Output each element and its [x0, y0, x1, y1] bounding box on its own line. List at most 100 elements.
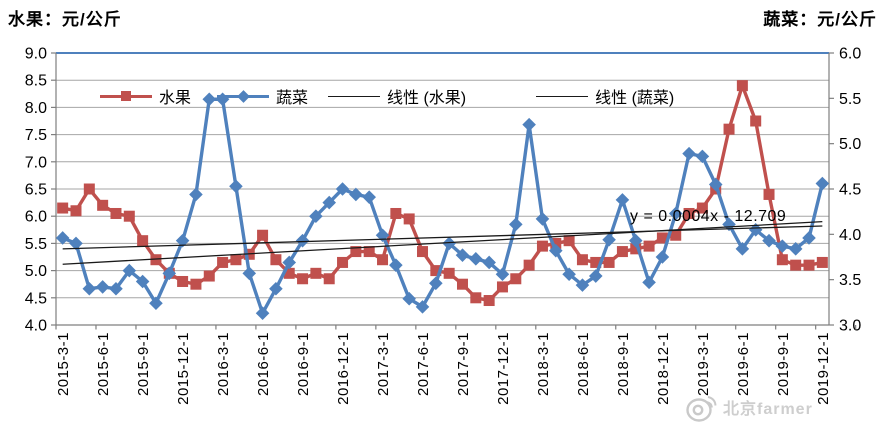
fruit-marker	[803, 259, 815, 271]
legend-item-veg: 蔬菜	[217, 84, 308, 108]
fruit-marker	[776, 254, 788, 266]
legend-label-trend-veg: 线性 (蔬菜)	[595, 90, 675, 107]
veg-series-swatch	[217, 89, 270, 103]
veg-marker	[562, 267, 576, 282]
x-tick-label: 2017-3-1	[375, 332, 392, 396]
right-tick-label: 3.0	[839, 318, 861, 335]
fruit-marker	[643, 240, 655, 252]
veg-marker	[695, 149, 710, 164]
veg-marker	[55, 231, 70, 245]
veg-marker	[189, 187, 203, 202]
veg-marker	[149, 296, 163, 311]
left-tick-label: 8.0	[25, 100, 47, 117]
legend: 水果 蔬菜 线性 (水果) 线性 (蔬菜)	[100, 84, 674, 108]
fruit-marker	[443, 267, 455, 279]
left-tick-label: 7.0	[25, 154, 47, 171]
veg-marker	[69, 236, 83, 251]
veg-marker	[522, 117, 536, 132]
veg-marker	[722, 217, 736, 232]
trend-fruit-swatch	[328, 89, 381, 103]
veg-marker	[509, 217, 523, 232]
x-tick-label: 2016-3-1	[215, 332, 232, 396]
fruit-marker	[150, 254, 162, 266]
fruit-marker	[456, 278, 468, 290]
veg-marker	[282, 255, 297, 270]
fruit-marker	[83, 183, 95, 195]
veg-marker	[242, 266, 257, 281]
fruit-marker	[736, 80, 748, 92]
left-axis-title: 水果：元/公斤	[8, 10, 122, 29]
fruit-marker	[430, 265, 442, 277]
fruit-marker	[283, 267, 295, 279]
x-tick-label: 2015-3-1	[55, 332, 72, 396]
veg-marker	[229, 179, 243, 194]
veg-marker	[762, 233, 776, 248]
veg-marker	[708, 177, 723, 192]
fruit-marker	[403, 213, 415, 225]
left-tick-label: 9.0	[25, 46, 47, 63]
series-line-veg	[60, 97, 825, 315]
fruit-marker	[270, 254, 282, 266]
veg-marker	[362, 190, 376, 204]
x-tick-label: 2019-9-1	[775, 332, 792, 396]
fruit-marker	[97, 199, 109, 211]
fruit-marker	[523, 259, 535, 271]
veg-marker	[575, 278, 590, 292]
fruit-marker	[323, 273, 335, 285]
fruit-marker	[417, 246, 429, 258]
trendline	[62, 220, 823, 265]
left-tick-label: 6.0	[25, 209, 47, 226]
legend-item-trend-fruit: 线性 (水果)	[328, 84, 466, 108]
right-tick-label: 4.5	[839, 182, 861, 199]
veg-marker	[322, 195, 337, 210]
x-tick-label: 2017-12-1	[495, 332, 512, 405]
fruit-marker	[696, 202, 708, 214]
fruit-marker	[563, 235, 575, 247]
x-tick-label: 2016-9-1	[295, 332, 312, 396]
series-line-fruit	[60, 83, 825, 303]
right-axis-title: 蔬菜：元/公斤	[763, 10, 877, 29]
legend-item-trend-veg: 线性 (蔬菜)	[536, 84, 674, 108]
fruit-marker	[123, 210, 135, 222]
left-tick-label: 5.0	[25, 263, 47, 280]
veg-marker	[788, 242, 803, 256]
fruit-marker	[350, 246, 362, 258]
trendline-equation: y = 0.0004x - 12.709	[630, 208, 787, 225]
fruit-marker	[137, 235, 149, 247]
fruit-marker	[536, 240, 548, 252]
fruit-marker	[310, 267, 322, 279]
veg-marker	[775, 239, 790, 253]
veg-diamond-marker-icon	[237, 90, 250, 103]
veg-marker	[588, 269, 603, 283]
x-tick-label: 2019-12-1	[815, 332, 832, 405]
x-tick-label: 2019-6-1	[735, 332, 752, 396]
veg-marker	[442, 236, 456, 251]
veg-marker	[815, 176, 830, 191]
veg-marker	[95, 280, 110, 294]
veg-marker	[602, 232, 616, 247]
x-tick-label: 2017-9-1	[455, 332, 472, 396]
veg-marker	[535, 212, 550, 226]
fruit-marker	[630, 243, 642, 255]
veg-marker	[735, 242, 750, 256]
left-tick-label: 6.5	[25, 182, 47, 199]
veg-marker	[309, 209, 323, 223]
fruit-square-marker-icon	[121, 91, 131, 101]
x-tick-label: 2015-12-1	[175, 332, 192, 405]
x-tick-label: 2018-12-1	[655, 332, 672, 405]
veg-marker	[402, 291, 416, 306]
veg-marker	[82, 281, 97, 296]
fruit-marker	[297, 273, 309, 285]
veg-marker	[175, 233, 190, 248]
legend-label-trend-fruit: 线性 (水果)	[387, 90, 467, 107]
veg-marker	[469, 252, 483, 266]
legend-label-fruit: 水果	[159, 90, 192, 107]
trendline-icon	[328, 95, 381, 97]
trend-veg-swatch	[536, 89, 589, 103]
left-tick-label: 7.5	[25, 127, 47, 144]
veg-marker	[429, 276, 443, 291]
right-tick-label: 5.0	[839, 136, 861, 153]
x-tick-label: 2018-3-1	[535, 332, 552, 396]
right-tick-label: 3.5	[839, 272, 861, 289]
